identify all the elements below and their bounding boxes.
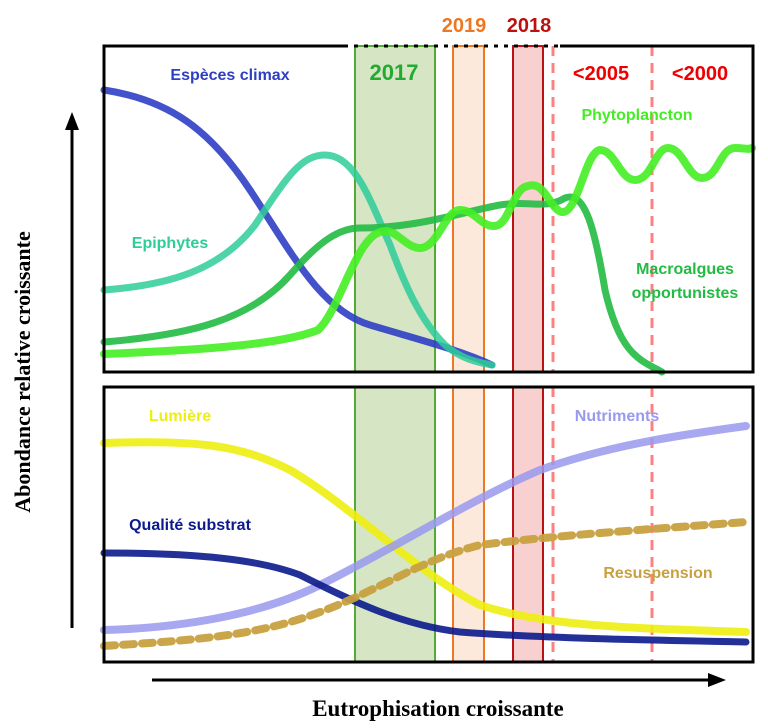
- label-macroalgues-line1: Macroalgues: [636, 261, 734, 278]
- label-nutriments: Nutriments: [575, 408, 660, 425]
- band-2019-bottom: [452, 386, 485, 663]
- curve-epiphytes: [100, 151, 496, 369]
- label-qualite-substrat: Qualité substrat: [129, 517, 251, 534]
- curve-qualite-substrat: [100, 549, 750, 646]
- curve-nutriments: [100, 422, 750, 634]
- y-axis-title: Abondance relative croissante: [10, 231, 35, 513]
- period-label-2019: 2019: [442, 15, 487, 37]
- label-macroalgues-line2: opportunistes: [632, 285, 739, 302]
- curve-phytoplancton: [100, 144, 756, 358]
- axes: [65, 112, 726, 687]
- top-panel-frame: [102, 44, 755, 374]
- panel-frames: [102, 44, 755, 664]
- band-2018-top: [512, 45, 544, 373]
- y-axis-arrow-head: [65, 112, 79, 130]
- period-label-2000: <2000: [672, 63, 728, 85]
- curve-macroalgues: [100, 193, 666, 376]
- top-curves: [100, 86, 756, 376]
- label-especes-climax: Espèces climax: [170, 67, 289, 84]
- curve-resuspension: [100, 518, 750, 650]
- period-label-2005: <2005: [573, 63, 629, 85]
- label-resuspension: Resuspension: [603, 565, 712, 582]
- x-axis-title: Eutrophisation croissante: [312, 696, 564, 721]
- bottom-panel-frame: [102, 385, 755, 664]
- label-lumiere: Lumière: [149, 408, 211, 425]
- period-label-2017: 2017: [370, 60, 419, 85]
- period-label-2018: 2018: [507, 15, 552, 37]
- label-phytoplancton: Phytoplancton: [581, 107, 692, 124]
- period-bands: [354, 45, 544, 663]
- label-epiphytes: Epiphytes: [132, 235, 209, 252]
- bottom-curves: [100, 422, 750, 650]
- x-axis-arrow-head: [708, 673, 726, 687]
- curve-lumiere: [100, 438, 750, 636]
